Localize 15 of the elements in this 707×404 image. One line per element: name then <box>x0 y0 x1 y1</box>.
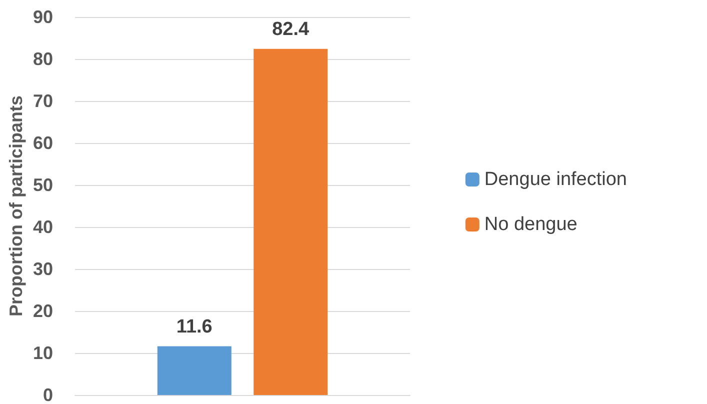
y-tick-label: 30 <box>32 259 53 279</box>
y-tick-label: 20 <box>32 301 53 321</box>
y-tick-label: 0 <box>42 385 53 404</box>
legend-label: Dengue infection <box>484 169 628 190</box>
y-tick-label: 50 <box>32 175 53 195</box>
y-tick-label: 40 <box>32 217 53 237</box>
data-label: 11.6 <box>176 316 212 338</box>
y-tick-label: 70 <box>32 91 53 111</box>
y-tick-label: 10 <box>32 343 53 363</box>
data-label: 82.4 <box>272 18 310 40</box>
y-tick-label: 90 <box>32 7 53 27</box>
y-tick-label: 80 <box>32 49 53 69</box>
y-axis-title: Proportion of participants <box>6 95 26 317</box>
legend-label: No dengue <box>484 214 578 235</box>
y-tick-label: 60 <box>32 133 53 153</box>
